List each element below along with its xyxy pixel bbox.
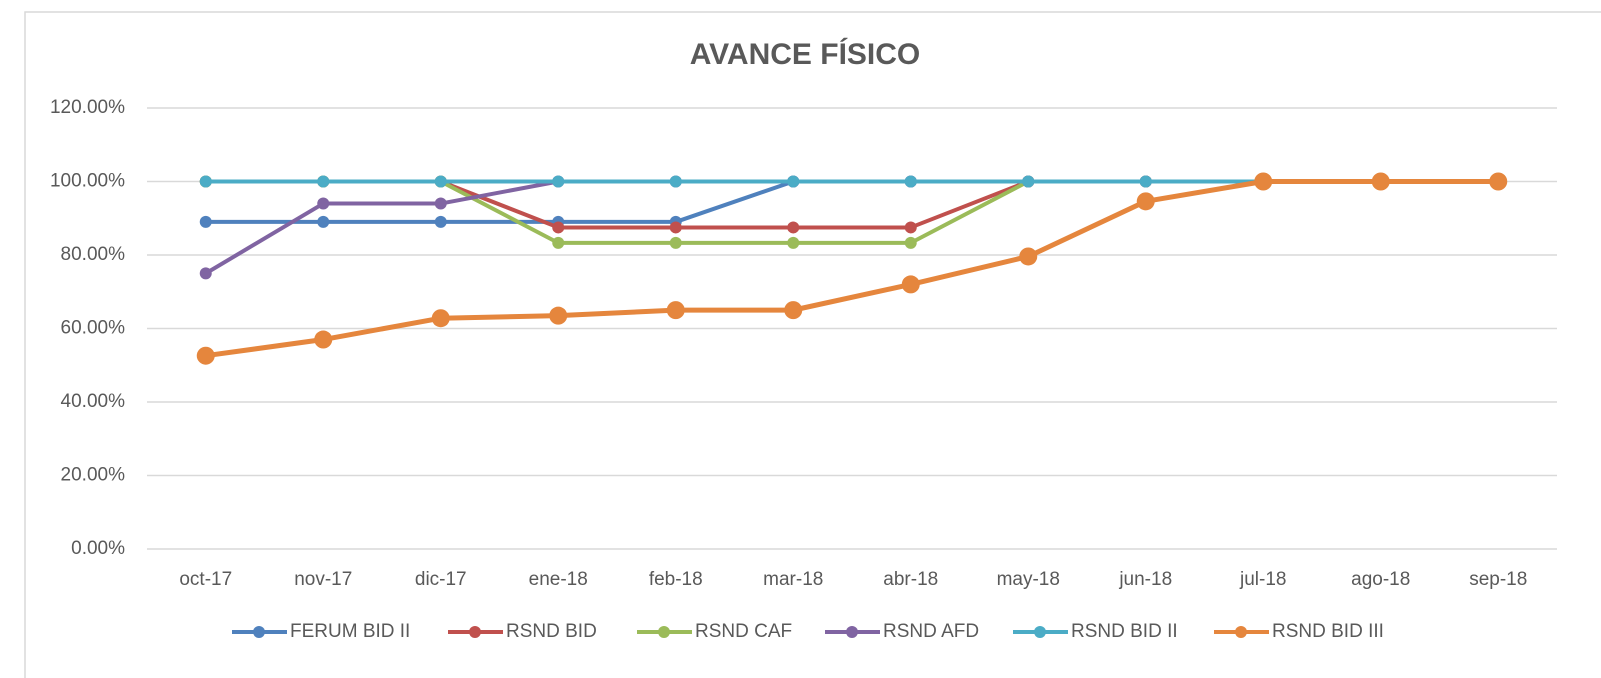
data-point [904, 236, 917, 249]
x-tick-label: mar-18 [763, 569, 823, 590]
data-point [317, 215, 330, 228]
data-point [1136, 192, 1155, 211]
x-tick-label: feb-18 [649, 569, 703, 590]
legend-label: FERUM BID II [290, 621, 410, 642]
y-tick-label: 20.00% [61, 465, 126, 486]
data-point [1139, 175, 1152, 188]
legend-marker [469, 626, 481, 638]
x-tick-label: jul-18 [1239, 569, 1286, 590]
y-tick-label: 40.00% [61, 391, 126, 412]
data-point [901, 275, 920, 294]
legend-marker [846, 626, 858, 638]
legend-label: RSND BID II [1071, 621, 1178, 642]
y-tick-label: 100.00% [50, 171, 125, 192]
data-point [1371, 172, 1390, 191]
data-point [787, 236, 800, 249]
legend-marker [1034, 626, 1046, 638]
data-point [666, 301, 685, 320]
y-tick-label: 120.00% [50, 97, 125, 118]
data-point [317, 175, 330, 188]
data-point [199, 267, 212, 280]
series-line [205, 179, 1499, 359]
data-point [434, 197, 447, 210]
x-tick-label: oct-17 [179, 569, 232, 590]
data-point [787, 175, 800, 188]
x-tick-label: abr-18 [883, 569, 938, 590]
y-tick-label: 60.00% [61, 318, 126, 339]
data-point [434, 175, 447, 188]
data-point [552, 175, 565, 188]
legend-label: RSND BID III [1272, 621, 1384, 642]
data-point [1489, 172, 1508, 191]
x-tick-label: ene-18 [529, 569, 588, 590]
data-point [1019, 247, 1038, 266]
y-tick-label: 80.00% [61, 244, 126, 265]
legend-marker [658, 626, 670, 638]
data-point [669, 221, 682, 234]
y-tick-label: 0.00% [71, 538, 125, 559]
x-tick-label: dic-17 [415, 569, 467, 590]
data-point [199, 175, 212, 188]
data-point [784, 301, 803, 320]
data-point [314, 330, 333, 349]
data-point [199, 215, 212, 228]
x-tick-label: sep-18 [1469, 569, 1527, 590]
legend-label: RSND BID [506, 621, 597, 642]
x-tick-label: may-18 [997, 569, 1060, 590]
chart-title: AVANCE FÍSICO [690, 37, 921, 71]
data-point [1254, 172, 1273, 191]
data-point [669, 236, 682, 249]
data-point [317, 197, 330, 210]
data-point [431, 309, 450, 328]
data-point [904, 175, 917, 188]
data-point [196, 346, 215, 365]
data-point [552, 221, 565, 234]
data-point [549, 306, 568, 325]
x-tick-label: jun-18 [1118, 569, 1172, 590]
data-point [1022, 175, 1035, 188]
x-tick-label: nov-17 [294, 569, 352, 590]
legend-label: RSND AFD [883, 621, 979, 642]
data-point [434, 215, 447, 228]
x-tick-label: ago-18 [1351, 569, 1410, 590]
legend-marker [253, 626, 265, 638]
data-point [904, 221, 917, 234]
legend-marker [1235, 626, 1247, 638]
data-point [787, 221, 800, 234]
data-point [552, 236, 565, 249]
legend-label: RSND CAF [695, 621, 792, 642]
data-point [669, 175, 682, 188]
